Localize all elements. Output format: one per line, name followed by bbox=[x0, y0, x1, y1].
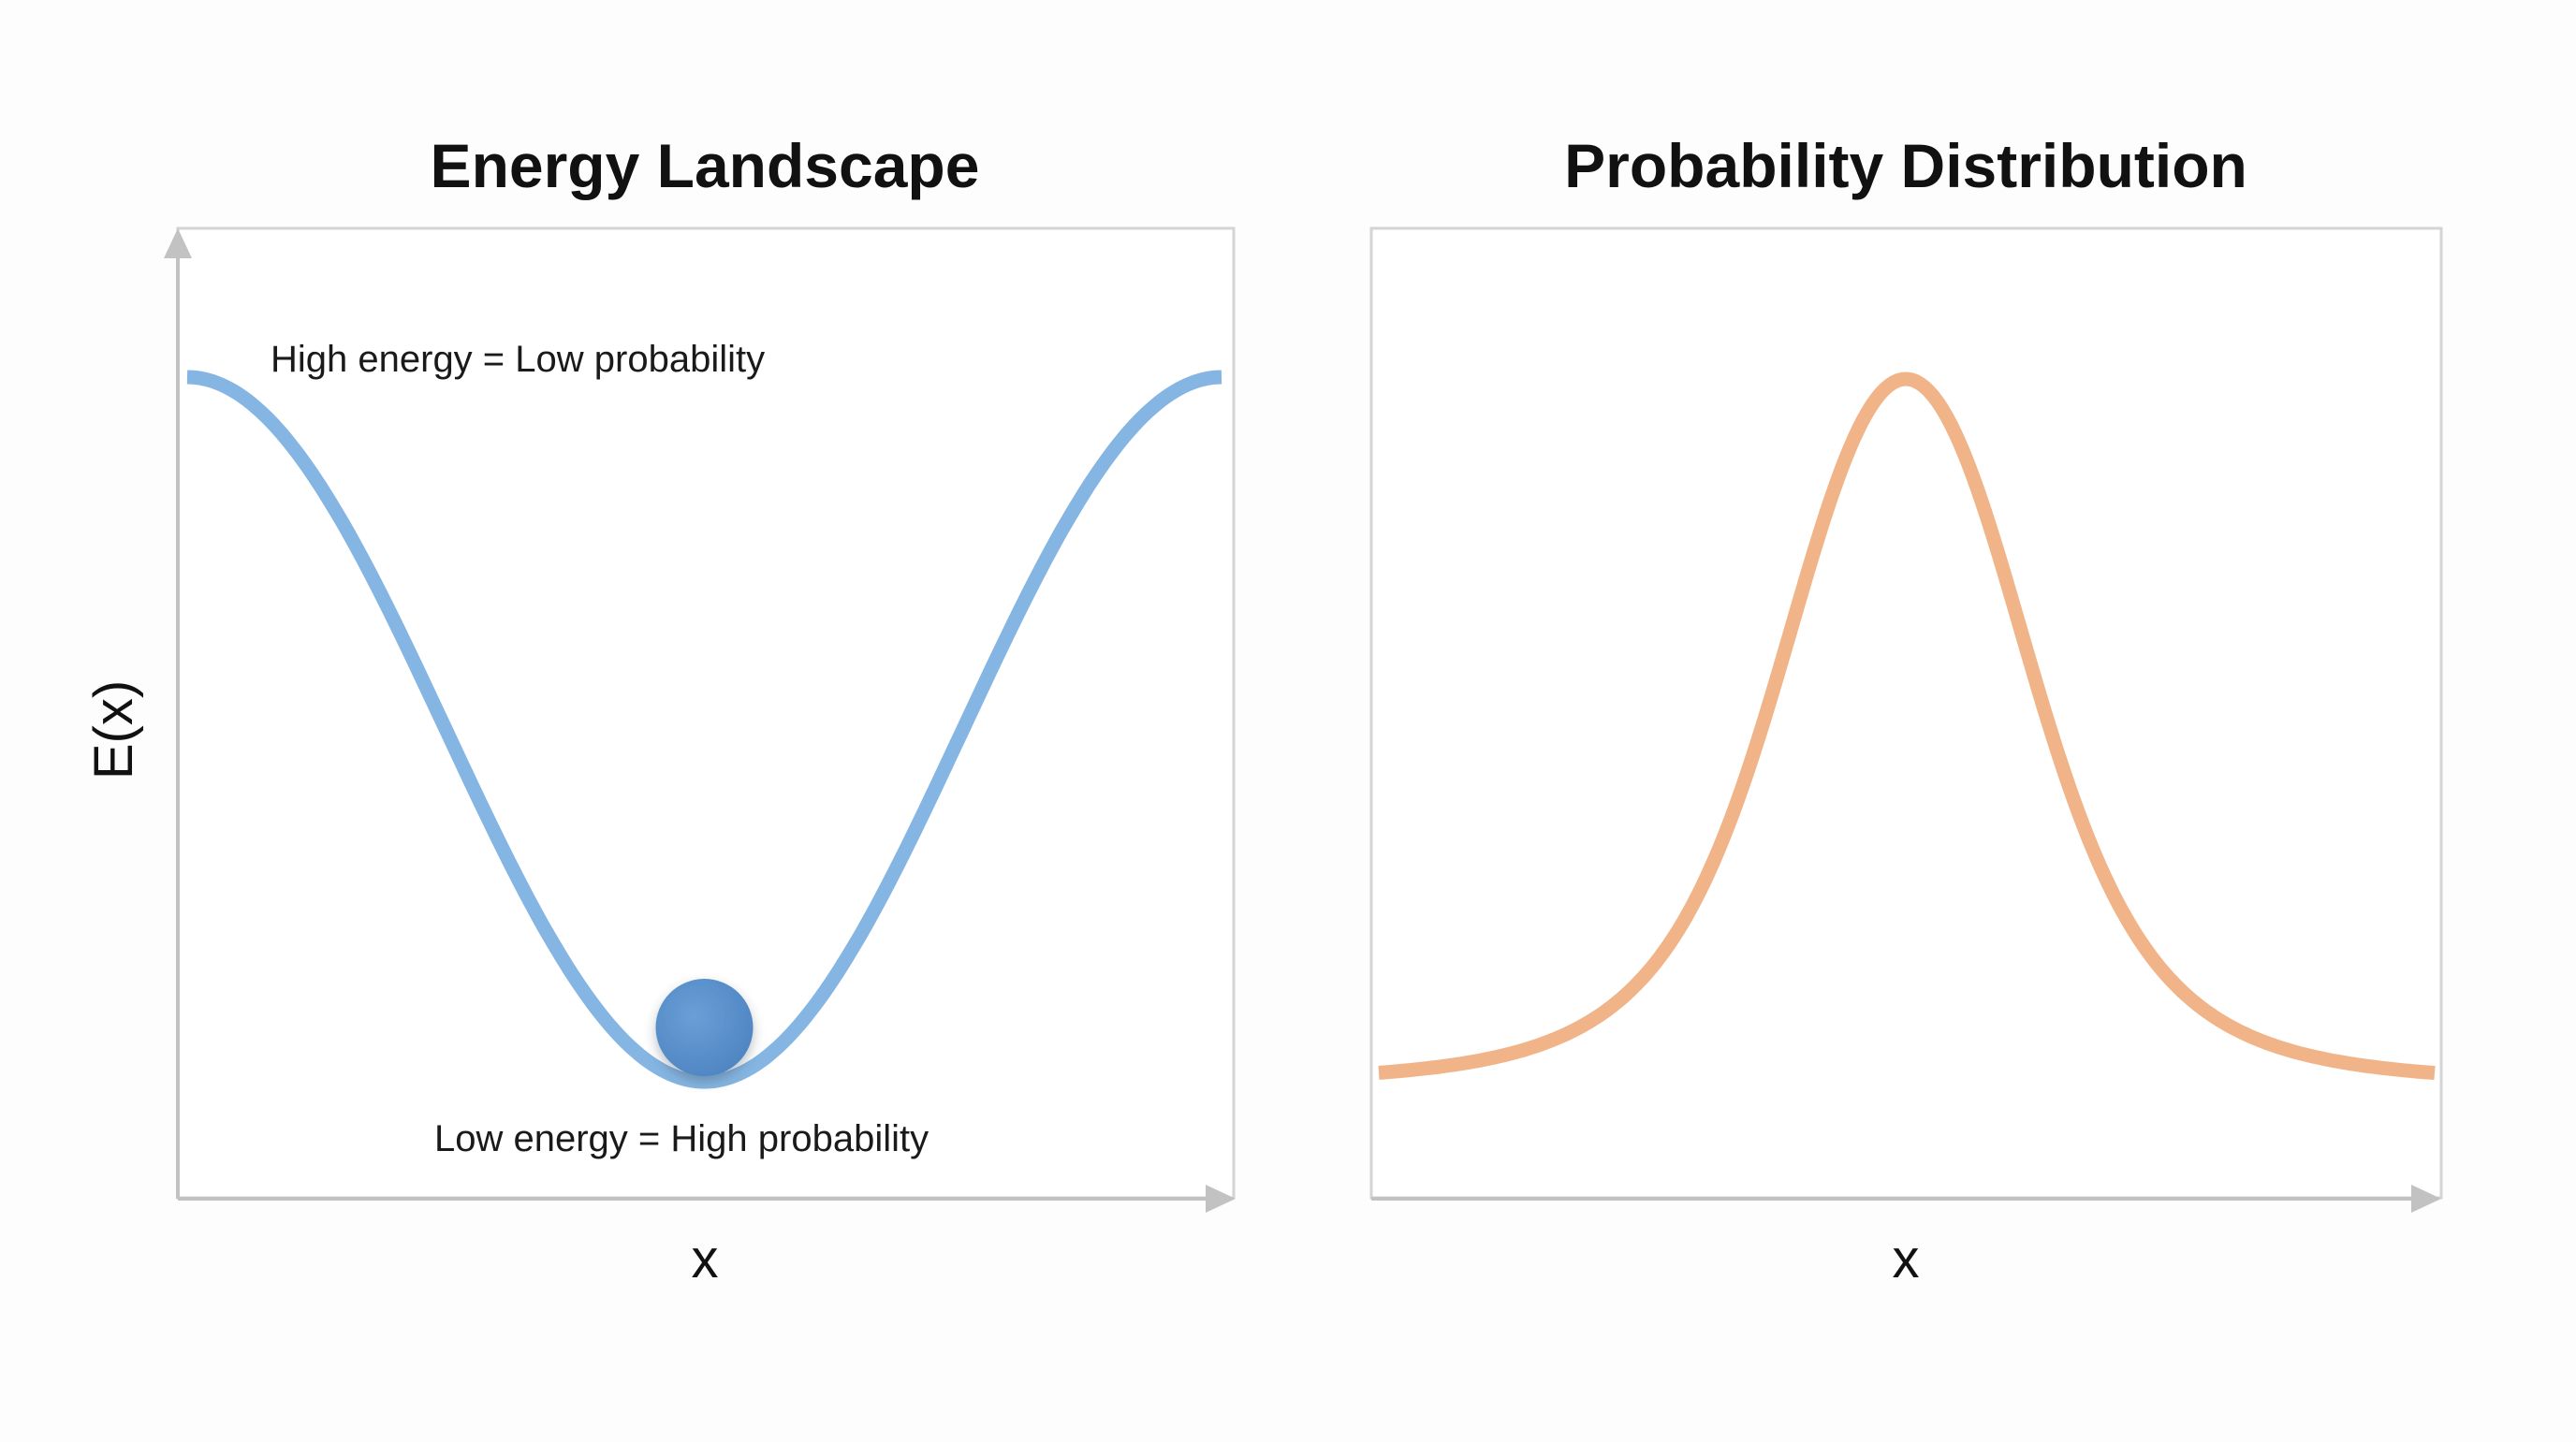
probability-x-axis-arrow bbox=[2411, 1185, 2441, 1213]
particle-ball bbox=[655, 979, 754, 1076]
energy-y-label: E(x) bbox=[83, 680, 144, 779]
energy-y-axis-arrow bbox=[164, 228, 192, 258]
probability-x-label: x bbox=[1893, 1229, 1920, 1289]
energy-curve bbox=[186, 370, 1222, 1089]
energy-annotation-low: Low energy = High probability bbox=[434, 1118, 929, 1159]
energy-title: Energy Landscape bbox=[431, 131, 980, 200]
probability-title: Probability Distribution bbox=[1564, 131, 2247, 200]
energy-x-label: x bbox=[692, 1229, 719, 1289]
energy-panel: Energy Landscape High energy = Low proba… bbox=[83, 131, 1236, 1289]
energy-annotation-high: High energy = Low probability bbox=[271, 339, 765, 380]
probability-panel: Probability Distribution x bbox=[1369, 131, 2443, 1289]
energy-x-axis-arrow bbox=[1206, 1185, 1236, 1213]
probability-curve bbox=[1378, 371, 2436, 1081]
